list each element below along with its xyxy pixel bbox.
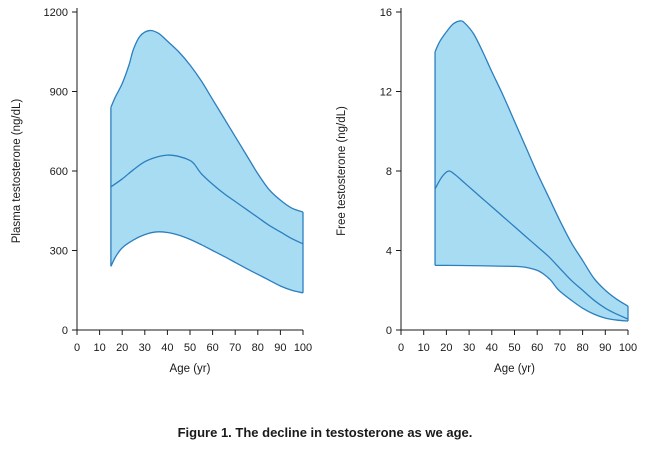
lower-limit-line xyxy=(110,231,304,294)
x-tick-label: 10 xyxy=(93,342,105,354)
x-tick-label: 80 xyxy=(252,342,264,354)
x-axis-title: Age (yr) xyxy=(494,363,535,375)
x-tick-label: 70 xyxy=(554,342,566,354)
x-tick-label: 100 xyxy=(294,342,312,354)
upper-limit-line xyxy=(434,20,629,307)
x-tick-label: 20 xyxy=(116,342,128,354)
x-tick-label: 60 xyxy=(531,342,543,354)
y-axis-title: Free testosterone (ng/dL) xyxy=(336,106,348,236)
figure-caption: Figure 1. The decline in testosterone as… xyxy=(177,425,473,440)
lower-limit-line xyxy=(435,264,629,322)
y-axis-title: Plasma testosterone (ng/dL) xyxy=(11,99,23,244)
x-tick-label: 100 xyxy=(619,342,637,354)
y-tick-label: 8 xyxy=(386,166,392,178)
y-tick-label: 0 xyxy=(62,325,68,337)
median-line xyxy=(110,154,304,245)
x-tick-label: 50 xyxy=(184,342,196,354)
x-tick-label: 90 xyxy=(274,342,286,354)
y-tick-label: 16 xyxy=(380,7,392,19)
y-tick-label: 4 xyxy=(386,246,392,258)
x-tick-label: 60 xyxy=(206,342,218,354)
x-tick-label: 40 xyxy=(486,342,498,354)
upper-limit-line xyxy=(110,29,304,213)
median-line xyxy=(434,170,629,320)
plasma-testosterone-chart: 0 300 600 900 1200 0 10 20 30 40 50 60 70 80 90 100 Age … xyxy=(11,7,312,375)
x-tick-label: 80 xyxy=(576,342,588,354)
x-tick-label: 50 xyxy=(508,342,520,354)
x-tick-label: 30 xyxy=(139,342,151,354)
reference-range-band xyxy=(435,20,628,322)
y-tick-label: 600 xyxy=(50,166,68,178)
x-tick-label: 30 xyxy=(463,342,475,354)
x-tick-label: 20 xyxy=(440,342,452,354)
reference-range-band xyxy=(110,30,304,293)
y-tick-label: 900 xyxy=(50,87,68,99)
x-tick-label: 0 xyxy=(398,342,404,354)
y-tick-label: 12 xyxy=(380,87,392,99)
y-tick-label: 0 xyxy=(386,325,392,337)
x-tick-label: 40 xyxy=(161,342,173,354)
free-testosterone-chart: 0 4 8 12 16 0 10 20 30 40 50 60 70 80 90 100 Age (yr) Fre… xyxy=(336,7,637,375)
x-tick-label: 10 xyxy=(418,342,430,354)
x-tick-label: 70 xyxy=(229,342,241,354)
x-tick-label: 90 xyxy=(599,342,611,354)
x-tick-label: 0 xyxy=(74,342,80,354)
x-axis-title: Age (yr) xyxy=(170,363,211,375)
y-tick-label: 300 xyxy=(50,246,68,258)
y-tick-label: 1200 xyxy=(44,7,68,19)
